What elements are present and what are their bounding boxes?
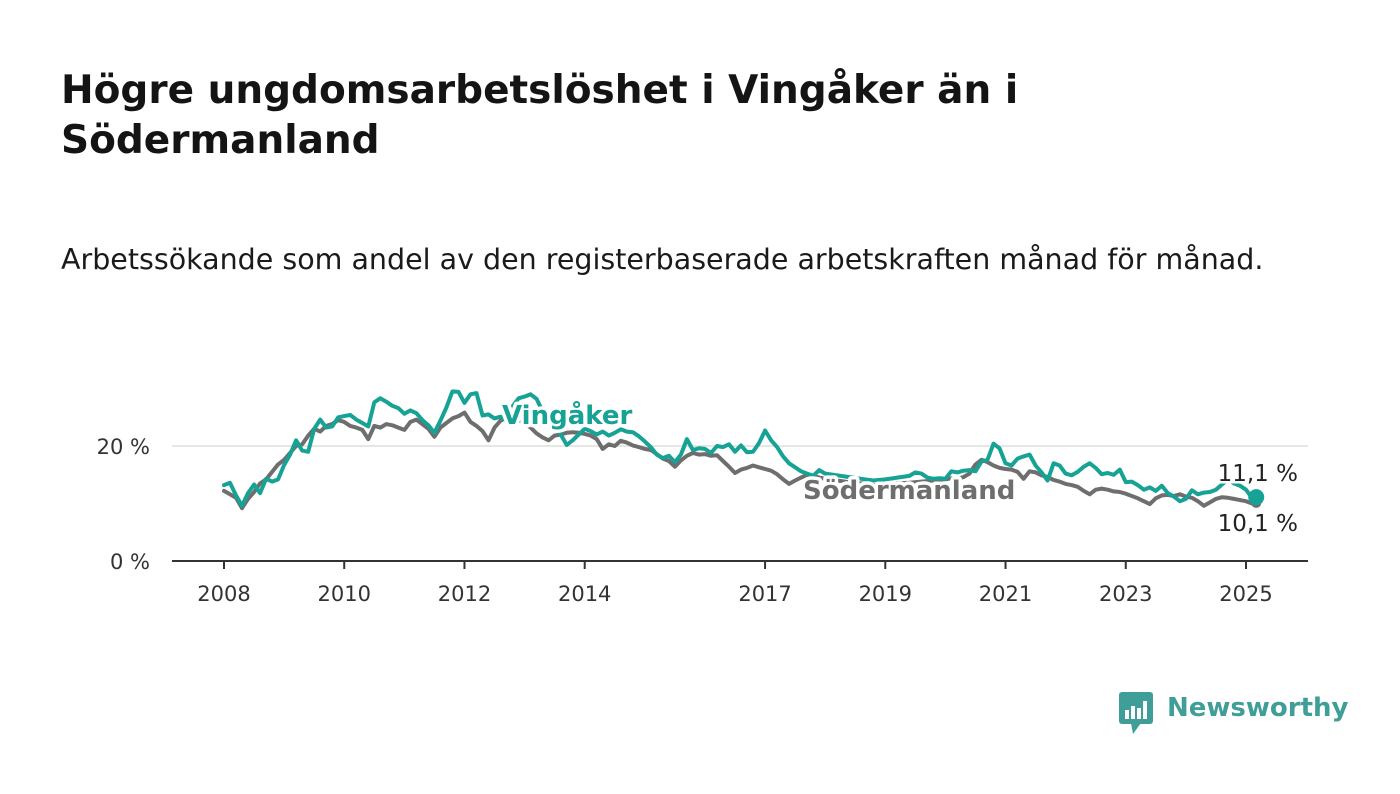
end-value-label-sodermanland: 10,1 %: [1218, 511, 1298, 537]
x-tick-label: 2021: [979, 582, 1032, 606]
x-tick-label: 2019: [859, 582, 912, 606]
x-tick-label: 2025: [1219, 582, 1272, 606]
y-tick-label: 0 %: [110, 550, 150, 574]
series-name-label-vingaker: Vingåker: [502, 399, 632, 431]
x-tick-label: 2008: [197, 582, 250, 606]
series-line-vingaker: [222, 389, 1259, 508]
end-value-label-vingaker: 11,1 %: [1218, 461, 1298, 487]
x-tick-label: 2014: [558, 582, 611, 606]
series-name-label-sodermanland: Södermanland: [803, 476, 1015, 506]
newsworthy-logo[interactable]: Newsworthy: [1118, 690, 1348, 736]
series-labels: Vingåker Södermanland 11,1 % 10,1 %: [499, 396, 1301, 540]
x-tick-label: 2010: [318, 582, 371, 606]
end-point-vingaker: [1248, 489, 1265, 506]
x-tick-label: 2012: [438, 582, 491, 606]
series-line-sodermanland: [222, 410, 1259, 511]
x-tick-label: 2017: [738, 582, 791, 606]
series-lines: [222, 389, 1265, 511]
chart-title: Högre ungdomsarbetslöshet i Vingåker än …: [61, 68, 1019, 163]
axes: 0 % 20 % 2008 2010 2012 2014 2017 2019 2021 2023 2…: [97, 435, 1308, 606]
bar-chart-speech-bubble-icon: [1119, 692, 1153, 734]
y-tick-label: 20 %: [97, 435, 150, 459]
x-tick-label: 2023: [1099, 582, 1152, 606]
chart-subtitle: Arbetssökande som andel av den registerb…: [61, 243, 1264, 276]
logo-text: Newsworthy: [1167, 693, 1349, 723]
